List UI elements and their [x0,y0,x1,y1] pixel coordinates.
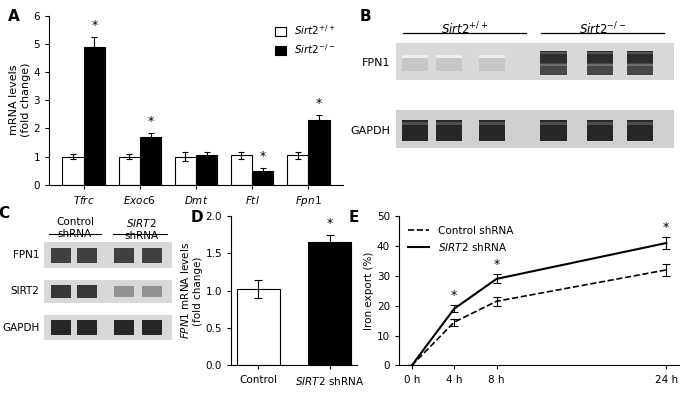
Text: *: * [91,19,97,32]
Text: *: * [327,217,333,230]
Bar [626,64,653,66]
Bar [479,55,505,58]
Text: $\it{Sirt2}^{-/-}$: $\it{Sirt2}^{-/-}$ [580,21,627,37]
Bar [308,120,330,185]
Bar [626,63,653,75]
Bar [540,64,567,66]
Bar [252,171,274,185]
Bar [44,280,172,303]
Text: *: * [148,116,153,129]
Bar [175,156,196,185]
Bar [435,121,462,141]
Bar [402,121,428,141]
Bar [77,320,97,335]
Bar [51,285,71,298]
Text: FPN1: FPN1 [362,58,391,68]
Text: C: C [0,206,9,220]
Bar [587,51,612,66]
Bar [626,121,653,141]
Bar [118,156,140,185]
Bar [587,64,612,66]
Text: *: * [260,150,266,163]
Text: *: * [451,289,457,302]
Bar [237,289,280,365]
Text: $\it{Sirt2}^{+/+}$: $\it{Sirt2}^{+/+}$ [441,21,488,37]
Bar [62,156,84,185]
Text: B: B [360,9,371,24]
Bar [396,110,673,147]
Bar [44,315,172,340]
Bar [587,52,612,54]
Text: GAPDH: GAPDH [351,126,391,136]
Bar [142,320,162,335]
Bar [435,121,462,125]
Bar [51,248,71,263]
Text: SIRT2: SIRT2 [10,286,39,296]
Y-axis label: $\it{FPN1}$ mRNA levels
(fold change): $\it{FPN1}$ mRNA levels (fold change) [179,242,202,339]
Text: A: A [8,9,20,24]
Text: E: E [349,210,359,225]
Bar [196,155,217,185]
Y-axis label: Iron export (%): Iron export (%) [364,252,374,330]
Bar [540,121,567,141]
Bar [140,137,161,185]
Bar [435,55,462,58]
Bar [402,121,428,125]
Text: *: * [494,259,500,272]
Bar [479,121,505,141]
Bar [142,248,162,263]
Bar [540,52,567,54]
Bar [308,242,351,365]
Bar [587,121,612,125]
Text: FPN1: FPN1 [13,250,39,260]
Bar [587,63,612,75]
Legend: Control shRNA, $\it{SIRT2}$ shRNA: Control shRNA, $\it{SIRT2}$ shRNA [404,221,517,257]
Text: D: D [190,210,203,225]
Text: GAPDH: GAPDH [2,323,39,333]
Bar [626,121,653,125]
Text: *: * [663,221,669,234]
Bar [402,55,428,72]
Bar [402,55,428,58]
Bar [51,320,71,335]
Y-axis label: mRNA levels
(fold change): mRNA levels (fold change) [9,63,31,138]
Bar [626,51,653,66]
Bar [84,47,105,185]
Bar [435,55,462,72]
Bar [396,43,673,80]
Bar [77,285,97,298]
Bar [540,51,567,66]
Text: Control
shRNA: Control shRNA [56,217,94,239]
Bar [587,121,612,141]
Text: *: * [316,97,322,110]
Bar [540,121,567,125]
Bar [77,248,97,263]
Bar [114,286,134,297]
Bar [114,248,134,263]
Bar [479,121,505,125]
Legend: $\it{Sirt2}^{+/+}$, $\it{Sirt2}^{-/-}$: $\it{Sirt2}^{+/+}$, $\it{Sirt2}^{-/-}$ [273,21,338,58]
Bar [540,63,567,75]
Bar [44,242,172,268]
Bar [142,286,162,297]
Bar [114,320,134,335]
Bar [287,155,308,185]
Text: $\it{SIRT2}$
shRNA: $\it{SIRT2}$ shRNA [124,217,158,241]
Bar [231,155,252,185]
Bar [626,52,653,54]
Bar [479,55,505,72]
